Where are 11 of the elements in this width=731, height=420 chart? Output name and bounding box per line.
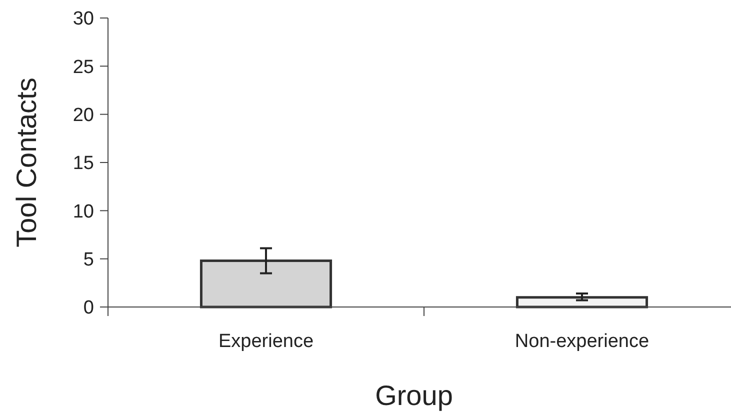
y-tick-label: 25 (72, 56, 94, 78)
y-tick-label: 20 (72, 104, 94, 126)
y-tick-label: 5 (83, 249, 94, 270)
y-axis-title: Tool Contacts (11, 78, 42, 248)
x-axis-title: Group (375, 380, 453, 411)
y-tick-label: 30 (72, 8, 94, 30)
x-tick-label: Non-experience (514, 331, 650, 352)
y-tick-label: 15 (72, 153, 94, 174)
y-tick-label: 10 (72, 201, 94, 222)
x-tick-label: Experience (218, 331, 314, 352)
y-tick-label: 0 (83, 298, 94, 319)
